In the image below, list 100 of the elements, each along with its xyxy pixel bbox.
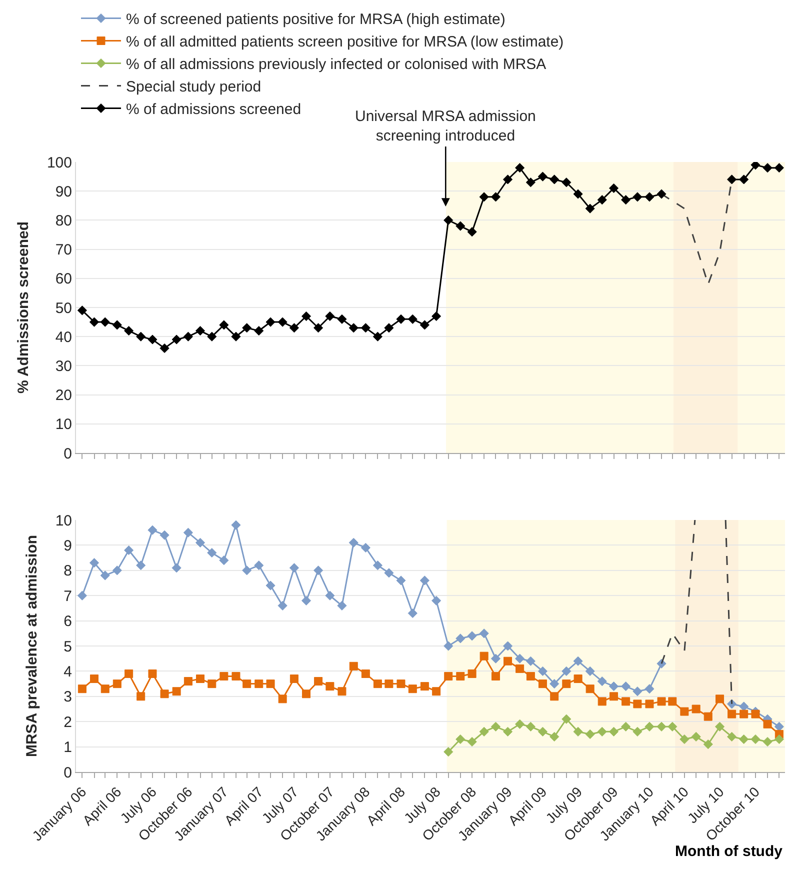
point — [384, 680, 394, 688]
y-tick-label: 6 — [64, 613, 72, 630]
point — [444, 672, 453, 680]
point — [100, 317, 110, 327]
point — [301, 311, 312, 322]
point — [290, 674, 298, 684]
point — [739, 734, 749, 744]
point — [124, 669, 134, 678]
point — [172, 334, 182, 344]
point — [112, 680, 122, 688]
point — [479, 726, 489, 736]
point — [490, 722, 501, 732]
point — [608, 682, 619, 692]
point — [136, 332, 146, 342]
y-tick-label: 90 — [55, 183, 72, 200]
point — [242, 323, 252, 333]
point — [278, 694, 287, 704]
y-tick-label: 10 — [55, 512, 72, 530]
point — [254, 326, 264, 336]
point — [550, 174, 560, 184]
point — [456, 734, 466, 744]
point — [195, 326, 206, 336]
point — [219, 556, 229, 566]
point — [124, 545, 134, 556]
y-tick-label: 0 — [64, 445, 72, 462]
point — [586, 684, 594, 694]
point — [396, 576, 406, 586]
point — [325, 311, 335, 322]
point — [207, 332, 217, 342]
point — [89, 558, 100, 568]
point — [680, 707, 689, 716]
point — [622, 697, 630, 706]
point — [314, 677, 323, 686]
point — [610, 692, 618, 701]
point — [432, 311, 442, 322]
legend-label: % of admissions screened — [126, 101, 302, 118]
point — [762, 163, 772, 173]
point — [598, 697, 606, 706]
legend-label: % of all admissions previously infected or colonised with MRSA — [126, 56, 546, 74]
point — [490, 192, 501, 202]
point — [574, 674, 582, 684]
point — [550, 692, 559, 701]
point — [644, 722, 654, 732]
point — [526, 656, 536, 666]
point — [668, 697, 677, 706]
point — [691, 732, 701, 742]
point — [112, 320, 122, 330]
point — [597, 195, 607, 205]
y-tick-label: 8 — [64, 562, 72, 580]
point — [750, 162, 760, 170]
point — [219, 320, 229, 330]
point — [373, 680, 382, 688]
point — [408, 684, 417, 694]
y-tick-label: 40 — [55, 328, 72, 346]
point — [100, 684, 110, 694]
point — [112, 566, 122, 576]
point — [750, 734, 760, 744]
x-axis-title: Month of study — [675, 843, 784, 860]
legend-label: Special study period — [126, 78, 262, 96]
point — [656, 722, 666, 732]
point — [254, 680, 264, 688]
point — [384, 568, 394, 578]
point — [774, 163, 784, 173]
point — [515, 654, 525, 664]
point — [538, 172, 548, 182]
point — [714, 722, 725, 732]
point — [597, 726, 607, 736]
point — [184, 677, 192, 686]
point — [456, 634, 466, 644]
point — [502, 726, 513, 736]
point — [479, 192, 489, 202]
point — [183, 332, 194, 342]
point — [338, 687, 346, 696]
point — [585, 729, 595, 739]
point — [739, 174, 749, 184]
point — [136, 692, 146, 701]
point — [538, 666, 548, 676]
point — [396, 314, 406, 324]
point — [680, 734, 690, 744]
point — [550, 679, 560, 689]
point — [148, 334, 158, 344]
point — [160, 343, 170, 354]
point — [739, 702, 749, 712]
point — [562, 680, 571, 688]
point — [432, 596, 442, 606]
point — [148, 525, 158, 535]
point — [562, 714, 572, 724]
point — [644, 684, 654, 694]
point — [763, 720, 772, 728]
point — [337, 314, 347, 324]
point — [621, 195, 631, 205]
point — [526, 722, 536, 732]
point — [302, 690, 310, 698]
point — [467, 736, 477, 747]
point — [183, 528, 194, 538]
point — [444, 641, 454, 651]
point — [538, 680, 547, 688]
point — [266, 680, 275, 688]
point — [608, 726, 619, 736]
y-tick-label: 9 — [64, 537, 72, 554]
